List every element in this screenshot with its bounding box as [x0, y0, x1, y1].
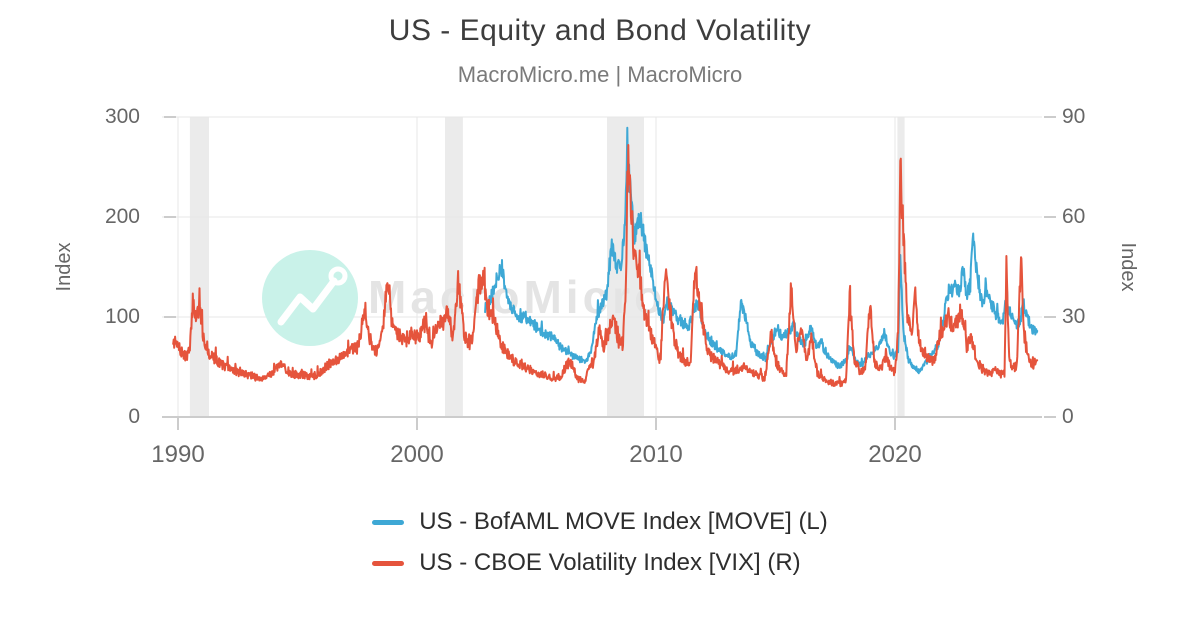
recession-band: [445, 117, 463, 417]
macromicro-mountain-icon: [277, 277, 338, 326]
legend-label-vix: US - CBOE Volatility Index [VIX] (R): [419, 549, 801, 576]
vix-series-swatch: [372, 560, 405, 566]
macromicro-logo-ring: [328, 266, 348, 286]
series-line-vix: [172, 144, 1039, 388]
legend-label-move: US - BofAML MOVE Index [MOVE] (L): [419, 508, 828, 535]
chart-title: US - Equity and Bond Volatility: [388, 14, 812, 47]
recession-band: [189, 117, 209, 417]
chart-subtitle: MacroMicro.me | MacroMicro: [457, 62, 743, 87]
move-series-swatch: [372, 519, 405, 525]
watermark: MacroMicro: [262, 250, 662, 346]
series-line-move: [484, 126, 1039, 375]
legend-item-vix[interactable]: US - CBOE Volatility Index [VIX] (R): [372, 547, 801, 579]
chart-legend: US - BofAML MOVE Index [MOVE] (L) US - C…: [0, 506, 1200, 579]
macromicro-logo-circle: [262, 250, 358, 346]
legend-item-move[interactable]: US - BofAML MOVE Index [MOVE] (L): [372, 506, 828, 538]
